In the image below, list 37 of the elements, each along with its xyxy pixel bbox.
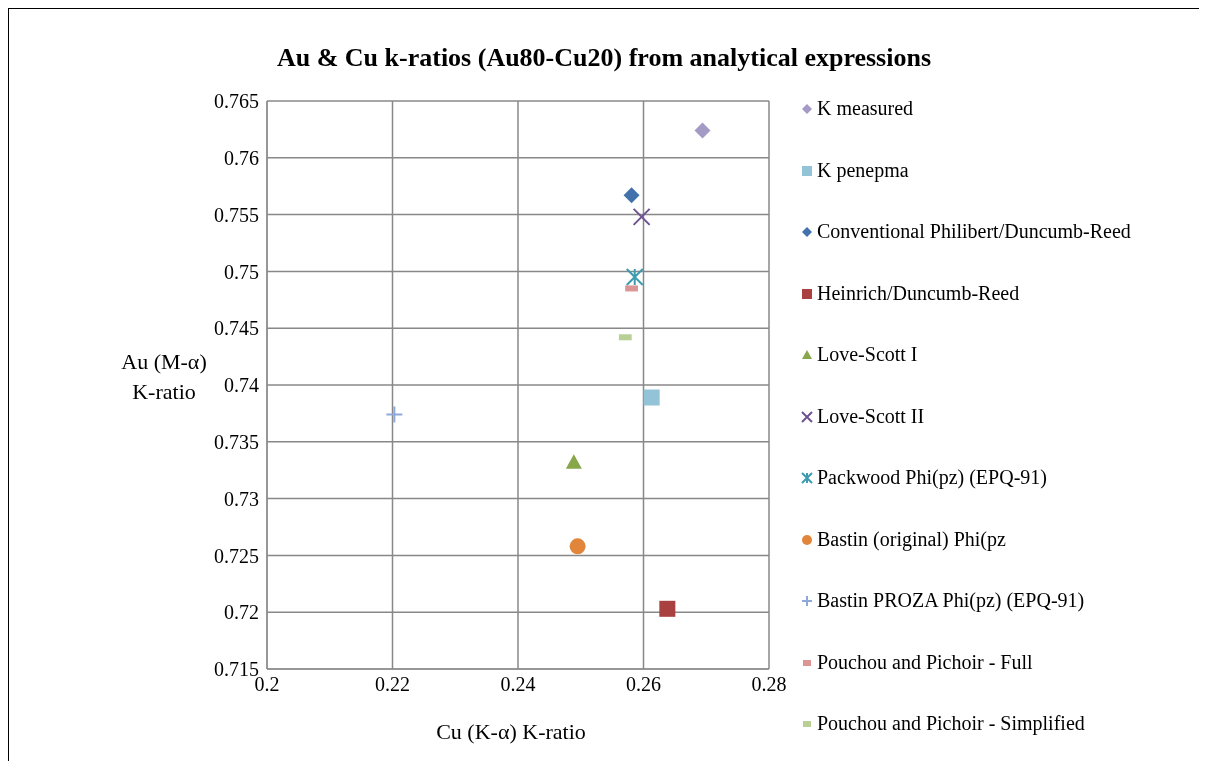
point: [625, 268, 644, 287]
y-tick-label: 0.755: [214, 203, 259, 226]
y-tick-label: 0.76: [224, 146, 259, 169]
legend-label: Bastin (original) Phi(pz: [817, 527, 1007, 551]
legend-label: Pouchou and Pichoir - Simplified: [817, 712, 1086, 735]
y-tick-label: 0.765: [214, 90, 259, 113]
point: [694, 122, 711, 139]
x-tick-label: 0.24: [500, 673, 536, 696]
point: [659, 600, 676, 617]
legend-label: Love-Scott I: [817, 343, 919, 366]
x-axis-title: Cu (K-α) K-ratio: [435, 719, 587, 745]
point: [565, 454, 582, 469]
point: [643, 389, 660, 406]
point: [569, 538, 586, 555]
x-tick-label: 0.22: [375, 673, 410, 696]
legend-label: K penepma: [817, 158, 910, 182]
y-tick-label: 0.725: [214, 544, 259, 567]
y-axis-title: Au (M-α) K-ratio: [120, 348, 208, 406]
legend-label: K measured: [817, 97, 915, 120]
chart-title: Au & Cu k-ratios (Au80-Cu20) from analytical expressions: [275, 43, 933, 73]
y-tick-label: 0.735: [214, 430, 259, 453]
x-tick-label: 0.26: [626, 673, 661, 696]
point: [632, 207, 651, 226]
legend-label: Packwood Phi(pz) (EPQ-91): [817, 466, 1048, 489]
y-tick-label: 0.73: [224, 487, 259, 510]
legend-label: Pouchou and Pichoir - Full: [817, 650, 1034, 674]
x-tick-label: 0.28: [751, 673, 787, 696]
legend-label: Bastin PROZA Phi(pz) (EPQ-91): [817, 589, 1086, 612]
y-tick-label: 0.745: [214, 317, 259, 340]
point: [385, 405, 404, 424]
point: [623, 187, 640, 204]
y-tick-label: 0.74: [224, 374, 259, 397]
y-tick-label: 0.75: [224, 260, 259, 283]
legend-label: Love-Scott II: [817, 404, 926, 428]
legend-label: Heinrich/Duncumb-Reed: [817, 281, 1021, 305]
y-tick-label: 0.72: [224, 601, 259, 624]
legend-label: Conventional Philibert/Duncumb-Reed: [817, 220, 1132, 243]
